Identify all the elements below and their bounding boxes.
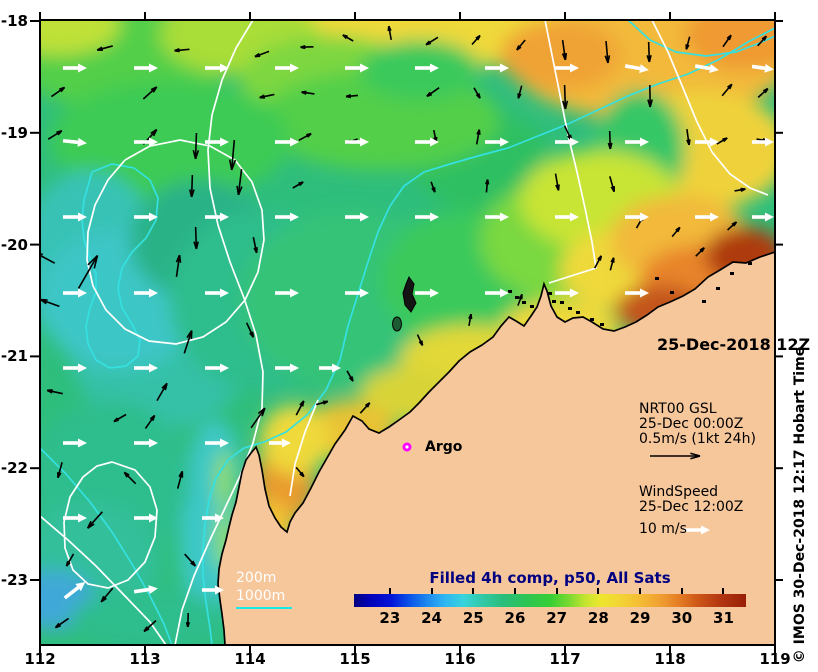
argo-float-label: Argo (425, 439, 463, 455)
map-frame-and-ticks (30, 12, 783, 653)
legend-arrows (650, 452, 710, 535)
current-legend-block: NRT00 GSL 25-Dec 00:00Z 0.5m/s (1kt 24h) (639, 402, 756, 447)
isobath-1000m-label: 1000m (236, 588, 286, 604)
colorbar-tick (555, 588, 558, 594)
sst-colorbar (354, 594, 746, 607)
copyright-text: © IMOS 30-Dec-2018 12:17 Hobart Time (792, 346, 808, 664)
colorbar-tick-label: 26 (504, 609, 526, 627)
map-area (40, 20, 775, 645)
colorbar-tick-label: 25 (462, 609, 484, 627)
x-axis-tick-label: 115 (339, 650, 371, 668)
colorbar-tick-label: 29 (629, 609, 651, 627)
x-axis-tick-label: 114 (234, 650, 266, 668)
y-axis-tick-label: -23 (0, 571, 28, 589)
island-barrow (402, 275, 417, 313)
colorbar-tick-label: 31 (713, 609, 734, 627)
colorbar-tick (722, 588, 725, 594)
colorbar-tick-label: 30 (671, 609, 693, 627)
argo-float-marker (402, 442, 412, 452)
sst-field (40, 20, 775, 645)
island-small (392, 316, 402, 332)
map-timestamp: 25-Dec-2018 12Z (657, 335, 811, 354)
isobath-1000m-line-sample (236, 607, 292, 609)
y-axis-tick-label: -21 (0, 347, 28, 366)
x-axis-tick-label: 116 (444, 650, 476, 668)
x-axis-tick-label: 118 (654, 650, 686, 668)
coastal-islets (508, 262, 752, 326)
wind-legend-scale: 10 m/s (639, 521, 687, 537)
wind-legend-title: WindSpeed (639, 484, 719, 500)
y-axis-tick-label: -22 (0, 459, 28, 478)
colorbar-tick (597, 588, 600, 594)
colorbar-tick (430, 588, 433, 594)
x-axis-tick-label: 112 (24, 650, 56, 668)
colorbar-tick (388, 588, 391, 594)
isobath-legend: 200m 1000m (236, 569, 285, 605)
x-axis-tick-label: 119 (759, 650, 791, 668)
wind-vector-arrows (62, 63, 774, 600)
y-axis-tick-label: -20 (0, 235, 28, 254)
colorbar-tick-label: 28 (587, 609, 609, 627)
y-axis-tick-label: -18 (0, 12, 28, 30)
land-mass (217, 251, 775, 645)
colorbar-tick-label: 23 (379, 609, 401, 627)
colorbar-tick (680, 588, 683, 594)
isobath-200m-label: 200m (236, 570, 277, 586)
wind-legend-block: WindSpeed 25-Dec 12:00Z 10 m/s (639, 485, 743, 537)
colorbar-tick (639, 588, 642, 594)
colorbar-tick (472, 588, 475, 594)
y-axis-tick-label: -19 (0, 123, 28, 142)
current-legend-scale: 0.5m/s (1kt 24h) (639, 431, 756, 447)
x-axis-tick-label: 113 (129, 650, 161, 668)
x-axis-tick-label: 117 (549, 650, 581, 668)
current-vector-arrows (40, 25, 769, 633)
colorbar-tick (513, 588, 516, 594)
current-legend-time: 25-Dec 00:00Z (639, 416, 744, 432)
colorbar-title: Filled 4h comp, p50, All Sats (429, 569, 671, 587)
colorbar-tick-label: 24 (421, 609, 442, 627)
isobath-200m-contours (40, 20, 769, 645)
colorbar-tick-label: 27 (546, 609, 568, 627)
current-legend-title: NRT00 GSL (639, 401, 717, 417)
wind-legend-time: 25-Dec 12:00Z (639, 499, 744, 515)
